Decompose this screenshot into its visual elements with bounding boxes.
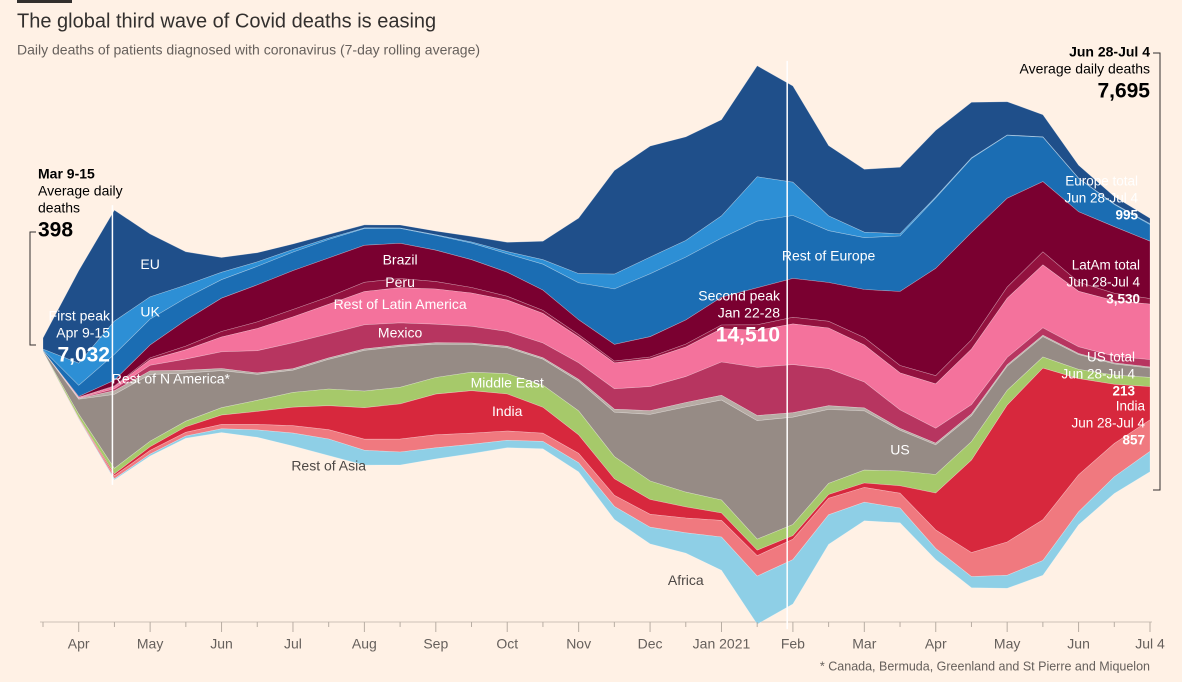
stream-area <box>42 334 1151 446</box>
x-tick-label: Aug <box>352 636 377 652</box>
annotation: Jun 28-Jul 4 <box>1066 275 1140 290</box>
x-tick-label: Mar <box>852 636 876 652</box>
annotation: 7,032 <box>57 344 110 367</box>
bracket <box>29 231 36 346</box>
annotation: 995 <box>1115 208 1138 223</box>
annotation: US total <box>1087 350 1135 365</box>
stream-area <box>42 351 1151 625</box>
annotation: 857 <box>1122 433 1145 448</box>
annotation: Jun 28-Jul 4 <box>1069 44 1150 60</box>
annotation: LatAm total <box>1072 258 1140 273</box>
stream-area <box>42 181 1151 398</box>
annotation: 398 <box>38 219 73 242</box>
annotation: Mar 9-15 <box>38 166 95 182</box>
x-tick-label: Jul <box>284 636 302 652</box>
x-tick-label: Sep <box>423 636 448 652</box>
x-tick-label: Jul 4 <box>1135 636 1165 652</box>
x-tick-label: Oct <box>496 636 518 652</box>
annotation: 14,510 <box>716 324 780 347</box>
series-label: Middle East <box>471 375 544 391</box>
series-label: Brazil <box>383 252 418 268</box>
annotation: Average daily <box>38 183 123 199</box>
bracket <box>1153 52 1161 491</box>
series-label: US <box>890 441 909 457</box>
series-label: UK <box>140 304 160 320</box>
annotation: 7,695 <box>1097 80 1150 103</box>
annotation: First peak <box>49 308 111 324</box>
x-tick-label: Dec <box>638 636 663 652</box>
x-tick-label: Jan 2021 <box>693 636 751 652</box>
annotation: Average daily deaths <box>1020 61 1151 77</box>
series-label: Mexico <box>378 325 423 341</box>
series-label: EU <box>140 256 159 272</box>
x-tick-label: May <box>137 636 163 652</box>
annotation: 213 <box>1112 384 1135 399</box>
annotation: Second peak <box>698 288 781 304</box>
chart-title: The global third wave of Covid deaths is… <box>17 10 436 32</box>
x-tick-label: May <box>994 636 1020 652</box>
annotation: Jan 22-28 <box>718 305 780 321</box>
series-label: Africa <box>668 572 704 588</box>
annotation: Jun 28-Jul 4 <box>1061 367 1135 382</box>
series-label: Rest of N America* <box>112 370 231 386</box>
chart-subtitle: Daily deaths of patients diagnosed with … <box>17 42 480 58</box>
stream-area <box>42 264 1151 429</box>
annotation: Jun 28-Jul 4 <box>1064 191 1138 206</box>
annotation: deaths <box>38 200 80 216</box>
annotation: Apr 9-15 <box>56 325 110 341</box>
x-tick-label: Nov <box>566 636 591 652</box>
annotation: India <box>1116 399 1146 414</box>
series-label: Peru <box>385 274 415 290</box>
x-tick-label: Jun <box>1067 636 1090 652</box>
x-tick-label: Apr <box>68 636 90 652</box>
annotation: Europe total <box>1065 174 1138 189</box>
x-tick-label: Apr <box>925 636 947 652</box>
stream-area <box>42 322 1151 444</box>
stream-area <box>42 251 1151 398</box>
brand-bar <box>17 0 72 3</box>
series-label: India <box>492 403 523 419</box>
series-label: Rest of Latin America <box>334 296 467 312</box>
footnote: * Canada, Bermuda, Greenland and St Pier… <box>820 659 1150 673</box>
series-label: Rest of Europe <box>782 247 876 263</box>
x-tick-label: Jun <box>210 636 233 652</box>
series-label: Rest of Asia <box>291 458 366 474</box>
annotation: 3,530 <box>1106 292 1140 307</box>
annotation: Jun 28-Jul 4 <box>1071 416 1145 431</box>
x-tick-label: Feb <box>781 636 805 652</box>
overlay: Apr May Jun Jul Aug Sep Oct Nov Dec Jan 2021 Feb Ma… <box>29 44 1165 652</box>
areas <box>42 65 1151 625</box>
